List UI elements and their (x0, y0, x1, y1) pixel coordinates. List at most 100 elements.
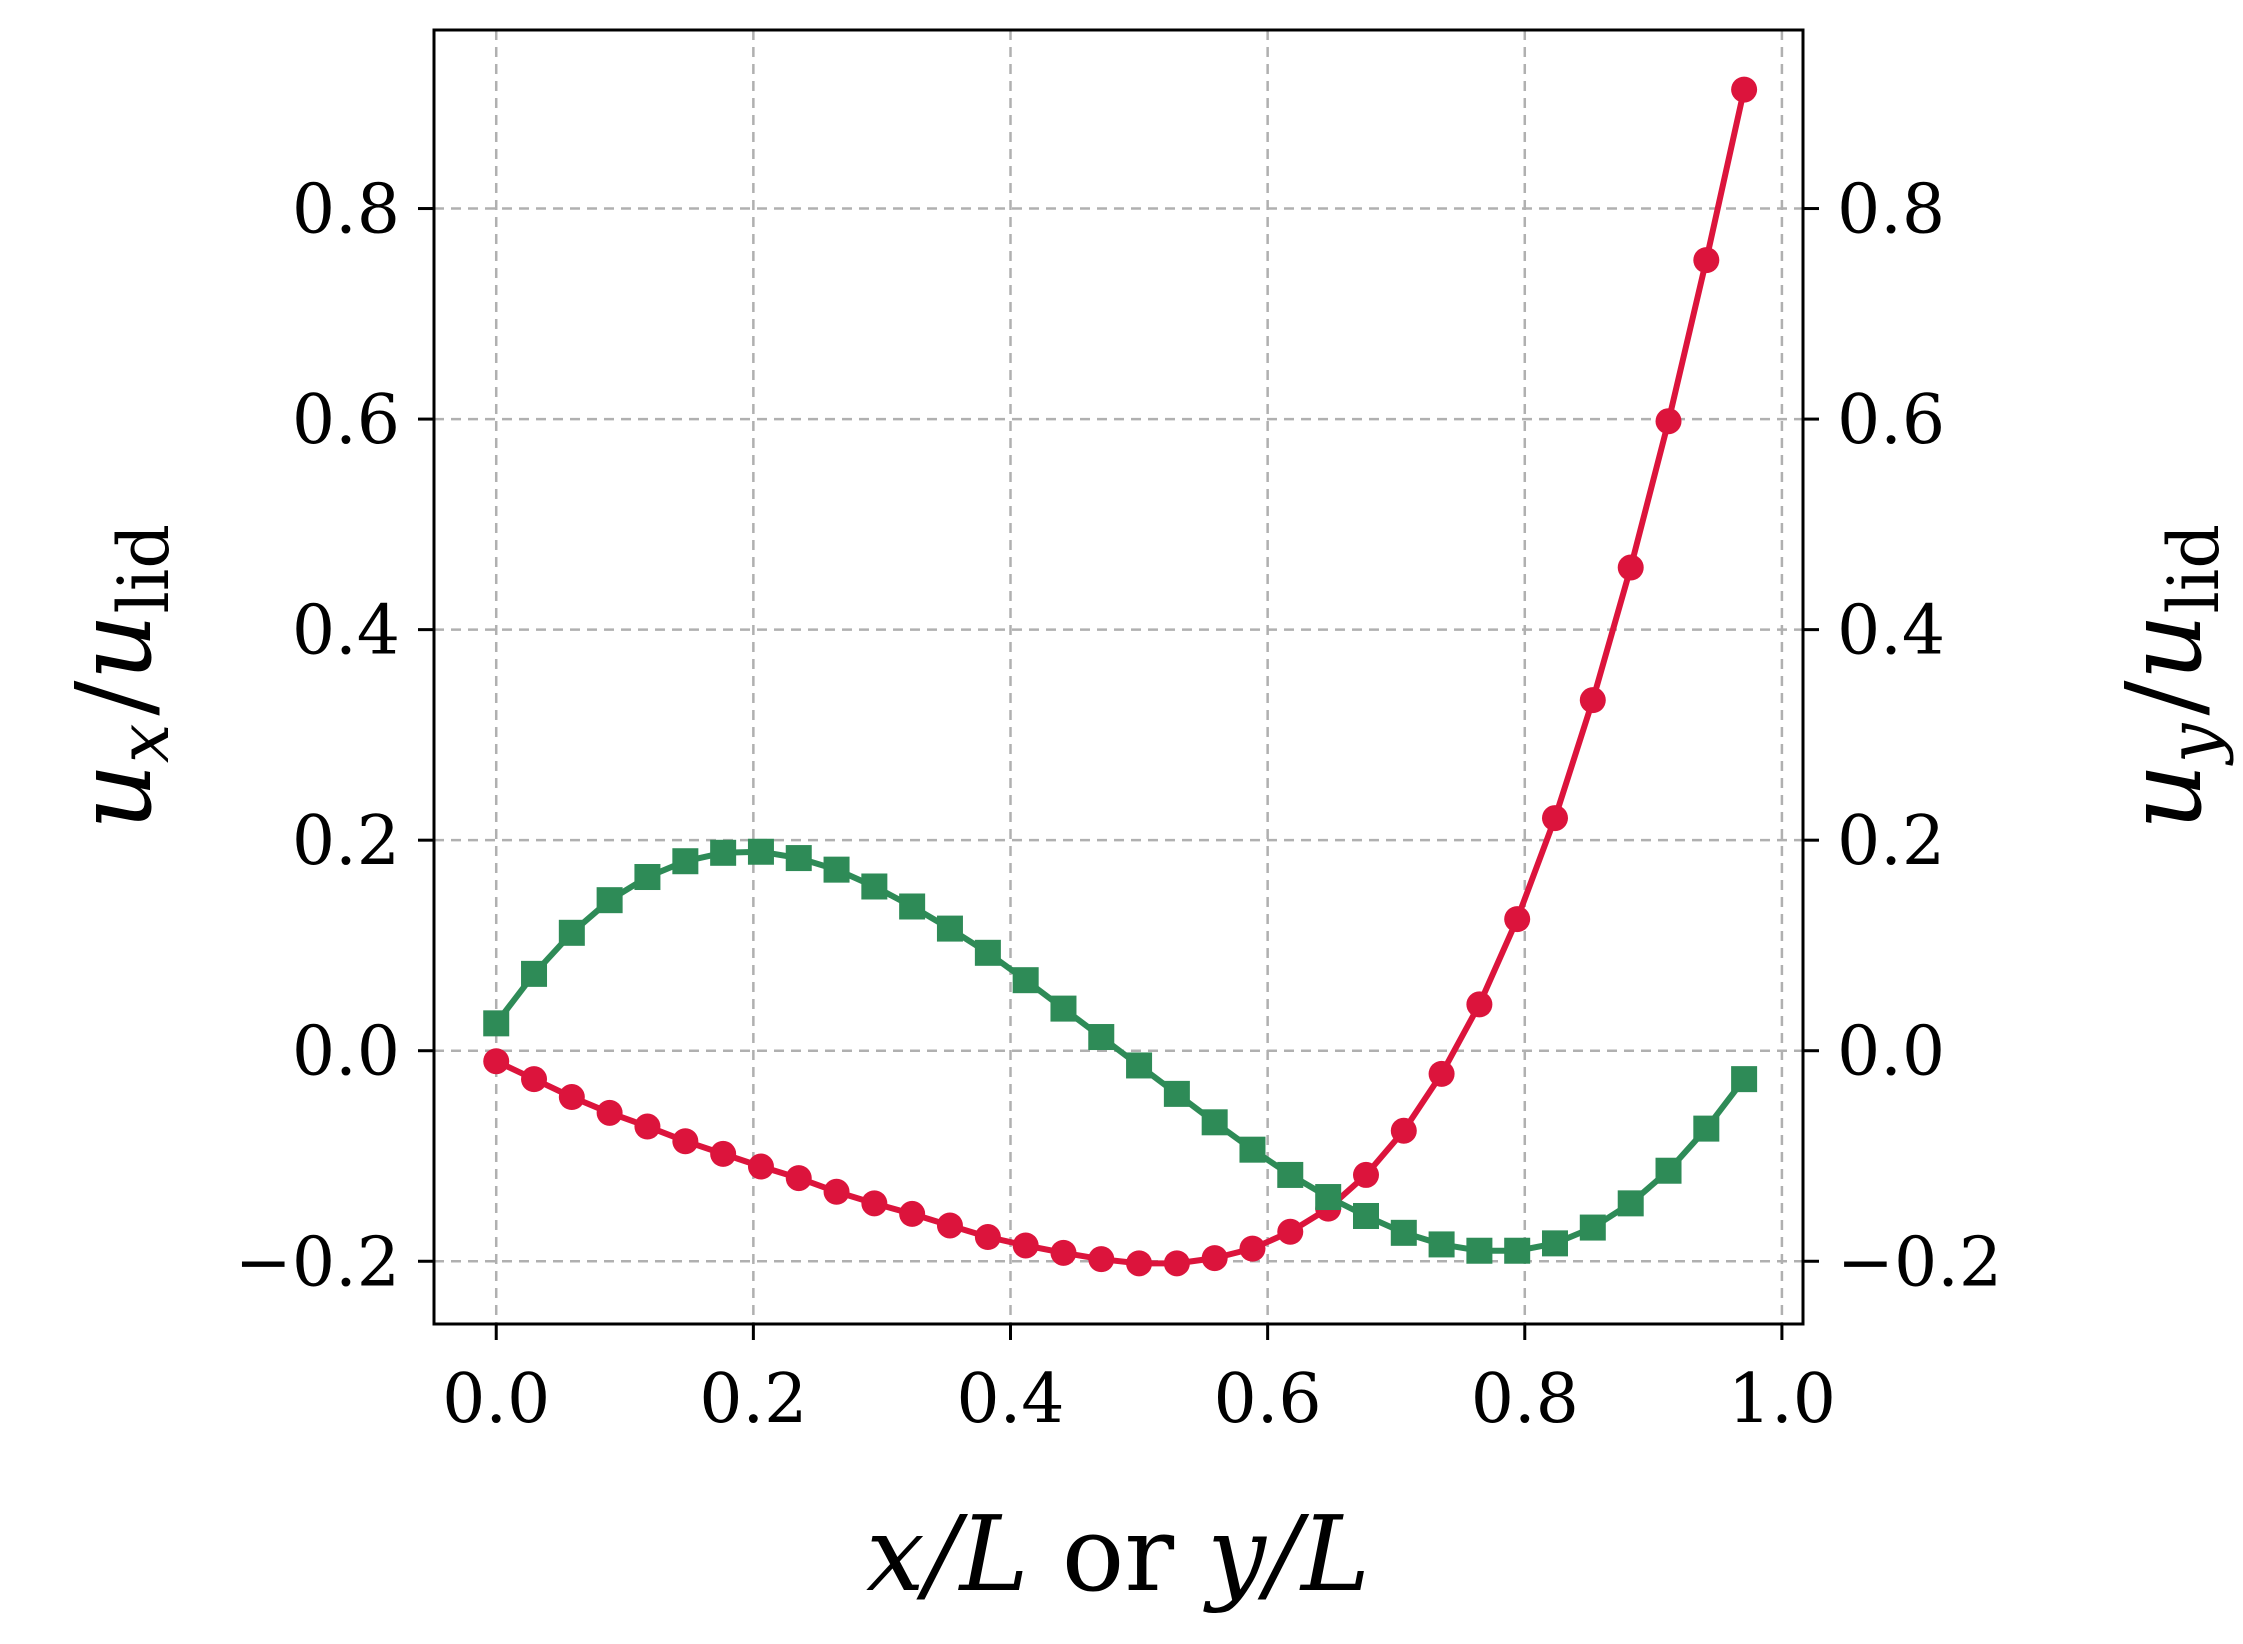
y-tick-label-left: 0.0 (292, 1013, 400, 1092)
data-point-left (899, 1200, 926, 1227)
y-axis-label-right-symbol: u (2103, 763, 2225, 830)
data-point-left (1466, 991, 1493, 1018)
x-tick-label: 0.6 (1214, 1360, 1322, 1439)
data-point-right (1352, 1202, 1379, 1229)
data-point-left (1579, 687, 1606, 714)
y-tick-label-left: −0.2 (235, 1223, 400, 1302)
series-layer (483, 76, 1758, 1277)
data-point-left (521, 1066, 548, 1093)
data-point-left (1126, 1250, 1153, 1277)
data-point-left (1731, 76, 1758, 103)
y-tick-label-left: 0.2 (292, 802, 400, 881)
data-point-right (1390, 1219, 1417, 1246)
data-point-left (710, 1140, 737, 1167)
data-point-right (823, 856, 850, 883)
data-point-right (672, 848, 699, 875)
x-axis-label-main: x/L (866, 1493, 1029, 1615)
y-tick-label-right: −0.2 (1837, 1223, 2002, 1302)
data-point-right (1579, 1214, 1606, 1241)
data-point-left (1428, 1060, 1455, 1087)
y-tick-label-left: 0.6 (292, 381, 400, 460)
data-point-left (823, 1178, 850, 1205)
data-point-right (521, 960, 548, 987)
data-point-left (1655, 408, 1682, 435)
data-point-right (1277, 1161, 1304, 1188)
data-point-right (1088, 1024, 1115, 1051)
data-point-left (936, 1212, 963, 1239)
y-tick-label-right: 0.2 (1837, 802, 1945, 881)
data-point-right (1466, 1237, 1493, 1264)
data-point-left (1163, 1250, 1190, 1277)
series-line-right (493, 848, 1747, 1254)
data-point-left (1504, 906, 1531, 933)
data-point-right (1201, 1109, 1228, 1136)
x-tick-label: 1.0 (1728, 1360, 1836, 1439)
data-point-left (785, 1165, 812, 1192)
data-point-right (1428, 1231, 1455, 1258)
data-point-left (1201, 1245, 1228, 1272)
y-axis-label-left-denominator: u (53, 614, 175, 681)
data-point-left (1390, 1117, 1417, 1144)
x-tick-label: 0.8 (1471, 1360, 1579, 1439)
y-axis-label-right: uy/ulid (2103, 524, 2235, 830)
data-point-right (899, 893, 926, 920)
data-point-right (974, 939, 1001, 966)
data-point-left (483, 1048, 510, 1075)
data-point-left (1693, 247, 1720, 274)
data-point-right (1163, 1080, 1190, 1107)
data-point-right (747, 838, 774, 865)
data-point-right (861, 873, 888, 900)
x-tick-label: 0.0 (442, 1360, 550, 1439)
data-point-right (1504, 1237, 1531, 1264)
y-tick-label-right: 0.4 (1837, 592, 1945, 671)
data-point-right (1012, 967, 1039, 994)
data-point-left (861, 1190, 888, 1217)
y-axis-label-right-den-subscript: lid (2153, 524, 2235, 614)
y-axis-label-left-slash: / (53, 680, 175, 716)
y-tick-label-right: 0.8 (1837, 171, 1945, 250)
data-point-left (1088, 1246, 1115, 1273)
plot-frame (432, 28, 1805, 1326)
data-point-left (1352, 1161, 1379, 1188)
data-point-right (596, 887, 623, 914)
x-axis-label-alt: y/L (1203, 1493, 1370, 1615)
y-axis-label-left-symbol: u (53, 763, 175, 830)
data-point-left (1012, 1232, 1039, 1259)
y-axis-label-left-den-subscript: lid (103, 524, 185, 614)
data-point-left (1617, 554, 1644, 581)
data-point-left (747, 1153, 774, 1180)
y-axis-label-right-slash: / (2103, 680, 2225, 716)
data-point-left (1277, 1218, 1304, 1245)
data-point-left (1541, 805, 1568, 832)
data-point-right (1617, 1190, 1644, 1217)
data-point-right (634, 864, 661, 891)
data-point-right (1655, 1157, 1682, 1184)
y-tick-label-left: 0.8 (292, 171, 400, 250)
y-axis-label-right-subscript: y (2153, 722, 2235, 766)
data-point-right (1239, 1136, 1266, 1163)
data-point-right (785, 845, 812, 872)
x-tick-label: 0.4 (956, 1360, 1064, 1439)
data-point-right (483, 1010, 510, 1037)
data-point-right (936, 915, 963, 942)
y-tick-label-left: 0.4 (292, 592, 400, 671)
y-tick-label-right: 0.6 (1837, 381, 1945, 460)
data-point-right (1315, 1184, 1342, 1211)
x-axis-label: x/L or y/L (866, 1493, 1370, 1615)
x-tick-label: 0.2 (699, 1360, 807, 1439)
series-right (483, 838, 1758, 1264)
data-point-left (974, 1224, 1001, 1251)
y-tick-label-right: 0.0 (1837, 1013, 1945, 1092)
data-point-right (1693, 1115, 1720, 1142)
y-axis-label-left: ux/ulid (53, 524, 185, 830)
data-point-left (634, 1113, 661, 1140)
series-line-left (494, 88, 1748, 1267)
y-axis-label-right-denominator: u (2103, 614, 2225, 681)
data-point-left (596, 1099, 623, 1126)
data-point-right (710, 839, 737, 866)
data-point-right (1731, 1066, 1758, 1093)
x-axis-label-join: or (1062, 1493, 1175, 1615)
data-point-left (672, 1128, 699, 1155)
data-point-left (558, 1084, 585, 1111)
